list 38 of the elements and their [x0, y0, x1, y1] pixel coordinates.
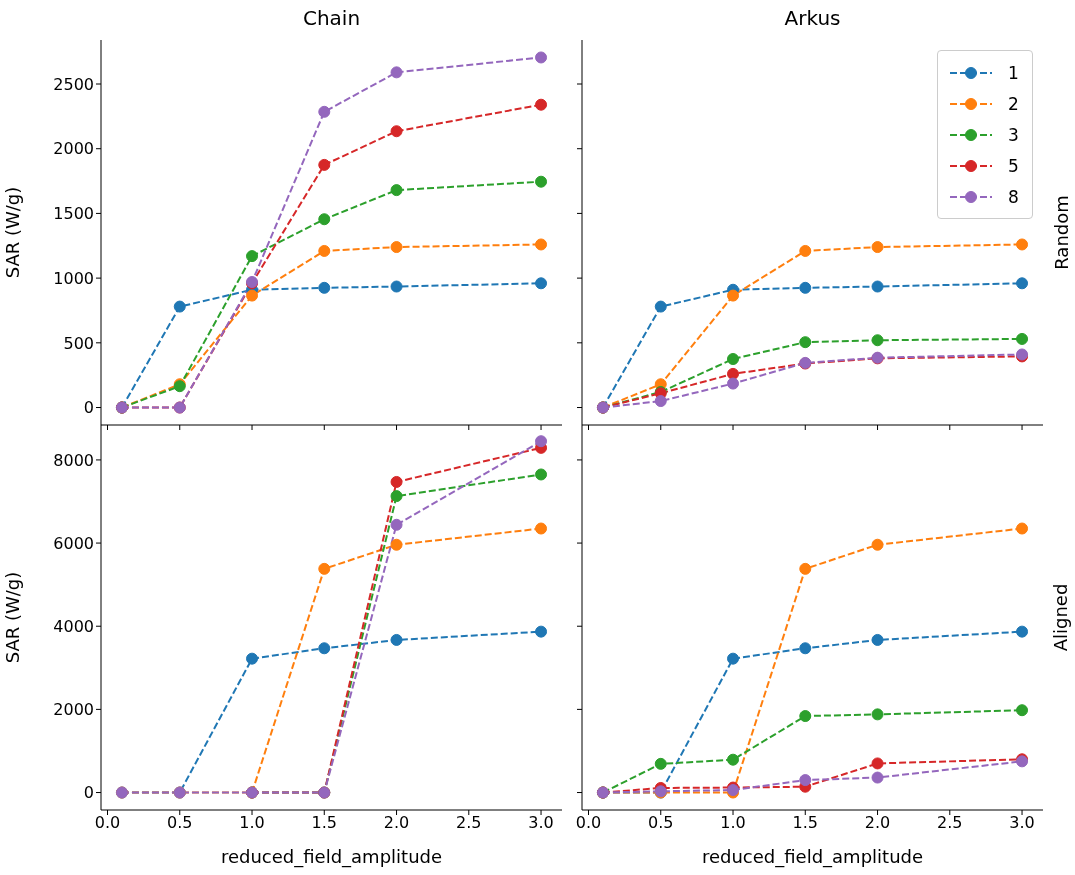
legend-label: 5: [1008, 155, 1020, 176]
x-tick-label: 2.0: [383, 813, 410, 833]
x-tick-label: 2.5: [937, 813, 963, 833]
x-tick-label: 2.5: [456, 813, 482, 833]
x-axis-title: reduced_field_amplitude: [701, 846, 924, 868]
y-tick-label: 2500: [53, 74, 94, 94]
x-tick-label: 0.0: [94, 813, 121, 833]
y-tick-label: 2000: [53, 139, 94, 159]
y-axis-title: SAR (W/g): [2, 186, 24, 279]
x-axis-title: reduced_field_amplitude: [220, 846, 443, 868]
y-tick-label: 4000: [53, 616, 94, 636]
y-tick-label: 0: [83, 783, 94, 803]
x-tick-label: 0.5: [648, 813, 674, 833]
legend-label: 1: [1008, 62, 1020, 83]
legend-label: 2: [1008, 93, 1020, 114]
legend-label: 8: [1008, 186, 1020, 207]
legend-label: 3: [1008, 124, 1020, 145]
x-tick-label: 2.0: [864, 813, 891, 833]
y-tick-label: 2000: [53, 700, 94, 720]
x-tick-label: 1.0: [239, 813, 265, 833]
x-tick-label: 1.5: [792, 813, 818, 833]
y-tick-label: 1500: [53, 204, 94, 224]
x-tick-label: 3.0: [1009, 813, 1035, 833]
x-tick-label: 3.0: [528, 813, 554, 833]
y-tick-label: 8000: [53, 450, 94, 470]
x-tick-label: 1.5: [311, 813, 337, 833]
y-tick-label: 500: [63, 333, 94, 353]
x-tick-label: 1.0: [720, 813, 746, 833]
y-tick-label: 6000: [53, 533, 94, 553]
chart-title: Chain: [301, 6, 362, 30]
y-tick-label: 1000: [53, 268, 94, 288]
x-tick-label: 0.0: [575, 813, 602, 833]
chart-title: Arkus: [783, 6, 842, 30]
y-axis-title: SAR (W/g): [2, 571, 24, 664]
x-tick-label: 0.5: [167, 813, 193, 833]
y2-axis-title: Random: [1050, 195, 1072, 270]
y2-axis-title: Aligned: [1050, 583, 1072, 652]
y-tick-label: 0: [83, 398, 94, 418]
